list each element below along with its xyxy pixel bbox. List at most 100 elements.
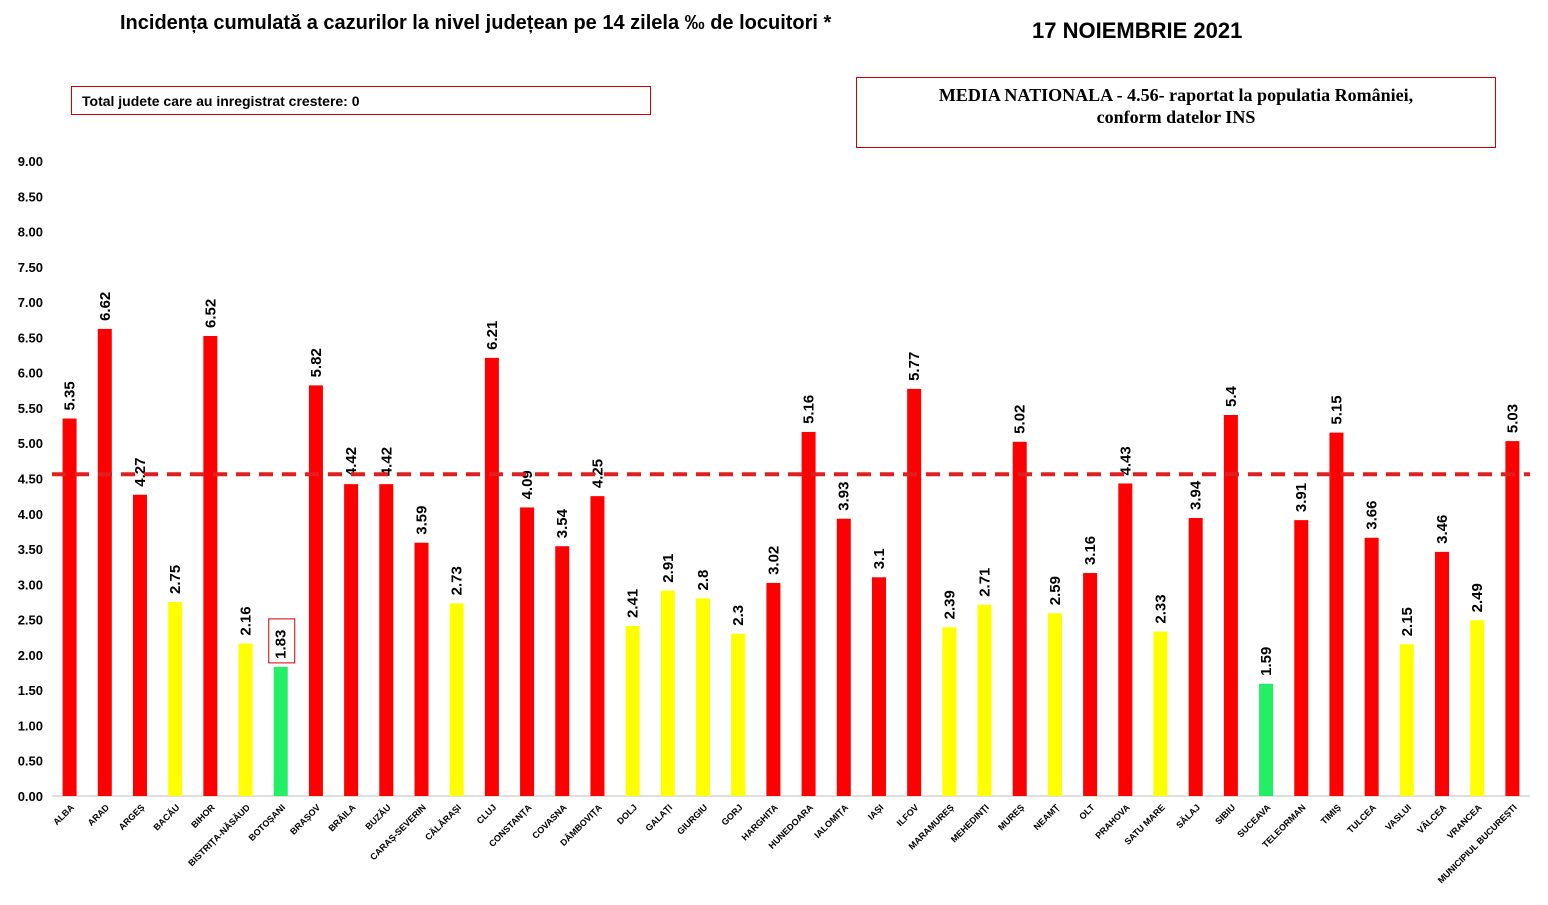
value-label: 2.73 (449, 566, 466, 595)
value-label: 4.27 (132, 458, 149, 487)
value-label: 6.52 (202, 299, 219, 328)
bar (379, 484, 394, 796)
bar (308, 385, 323, 796)
y-tick-label: 1.50 (18, 683, 43, 698)
bar (1047, 613, 1062, 796)
value-label: 2.91 (660, 553, 677, 582)
bar (1329, 432, 1344, 796)
chart-title: Incidența cumulată a cazurilor la nivel … (120, 12, 832, 34)
category-label: VÂLCEA (1414, 801, 1448, 835)
value-label: 3.66 (1364, 501, 1381, 530)
bar (660, 590, 675, 796)
category-label: NEAMȚ (1032, 802, 1062, 832)
highlight-box (268, 618, 296, 664)
bar (1505, 441, 1520, 796)
bar (696, 598, 711, 796)
category-label: BRAȘOV (288, 802, 322, 836)
value-label: 2.59 (1047, 576, 1064, 605)
value-label: 5.15 (1328, 395, 1345, 424)
value-label: 4.42 (343, 447, 360, 476)
value-label: 5.4 (1223, 385, 1240, 407)
bar (1153, 631, 1168, 796)
value-label: 5.35 (62, 381, 79, 410)
category-label: ARAD (86, 802, 112, 828)
y-tick-label: 6.50 (18, 330, 43, 345)
y-tick-label: 3.50 (18, 542, 43, 557)
bar (977, 604, 992, 796)
y-tick-label: 0.50 (18, 754, 43, 769)
category-label: SIBIU (1213, 802, 1237, 826)
bar (1470, 620, 1485, 796)
bar (907, 388, 922, 796)
category-label: BISTRIȚA-NĂSĂUD (186, 802, 252, 868)
category-label: GALAȚI (643, 802, 674, 833)
value-label: 1.59 (1258, 647, 1275, 676)
category-label: SĂLAJ (1174, 802, 1202, 830)
y-tick-label: 5.50 (18, 401, 43, 416)
category-label: OLT (1077, 802, 1097, 822)
category-label: ARGEȘ (117, 802, 147, 832)
value-label: 4.42 (378, 447, 395, 476)
value-label: 2.41 (625, 589, 642, 618)
category-label: TIMIȘ (1319, 802, 1343, 826)
value-label: 3.59 (413, 506, 430, 535)
bar (1188, 518, 1203, 796)
y-tick-label: 7.00 (18, 295, 43, 310)
bar (590, 496, 605, 796)
bar (731, 633, 746, 796)
value-label: 5.16 (801, 395, 818, 424)
bar (942, 627, 957, 796)
value-label: 3.46 (1434, 515, 1451, 544)
value-label: 3.54 (554, 508, 571, 538)
category-label: SUCEAVA (1235, 802, 1273, 840)
value-label: 4.25 (589, 459, 606, 488)
bar (1118, 483, 1133, 796)
category-label: TULCEA (1345, 802, 1378, 835)
y-tick-label: 5.00 (18, 436, 43, 451)
bar (62, 418, 77, 796)
bar (1083, 573, 1098, 796)
category-label: DOLJ (615, 802, 639, 826)
bar (168, 601, 183, 796)
bar (97, 328, 112, 796)
category-label: BRĂILA (326, 802, 357, 833)
growth-annotation: Total judete care au inregistrat crester… (71, 86, 651, 115)
y-tick-label: 7.50 (18, 260, 43, 275)
category-label: BACĂU (152, 802, 182, 832)
value-label: 2.16 (238, 606, 255, 635)
bar (520, 507, 535, 796)
y-tick-label: 8.00 (18, 225, 43, 240)
bar (238, 643, 253, 796)
category-label: IAȘI (866, 802, 885, 821)
y-tick-label: 2.00 (18, 648, 43, 663)
category-label: BIHOR (189, 802, 217, 830)
national-average-line1: MEDIA NATIONALA - 4.56- raportat la popu… (938, 85, 1414, 105)
category-label: CĂLĂRAȘI (423, 802, 463, 842)
bar (766, 582, 781, 796)
value-label: 2.71 (977, 568, 994, 597)
value-label: 2.49 (1469, 583, 1486, 612)
bar (1294, 520, 1309, 796)
value-label: 2.3 (730, 605, 747, 626)
y-tick-label: 3.00 (18, 577, 43, 592)
national-average-line2: conform datelor INS (1096, 107, 1256, 127)
bar (484, 357, 499, 796)
category-label: MEHEDINȚI (949, 802, 991, 844)
value-label: 5.03 (1504, 404, 1521, 433)
value-label: 3.93 (836, 482, 853, 511)
category-label: BUZĂU (363, 802, 392, 831)
category-label: CLUJ (475, 802, 499, 826)
y-tick-label: 0.00 (18, 789, 43, 804)
bar (449, 603, 464, 796)
bar (871, 577, 886, 796)
value-label: 2.39 (941, 590, 958, 619)
y-tick-label: 4.00 (18, 507, 43, 522)
y-tick-label: 9.00 (18, 154, 43, 169)
bar (1259, 683, 1274, 796)
category-label: IALOMIȚA (812, 802, 850, 840)
y-tick-label: 8.50 (18, 189, 43, 204)
y-tick-label: 2.50 (18, 613, 43, 628)
value-label: 2.15 (1399, 607, 1416, 636)
value-label: 6.21 (484, 321, 501, 350)
